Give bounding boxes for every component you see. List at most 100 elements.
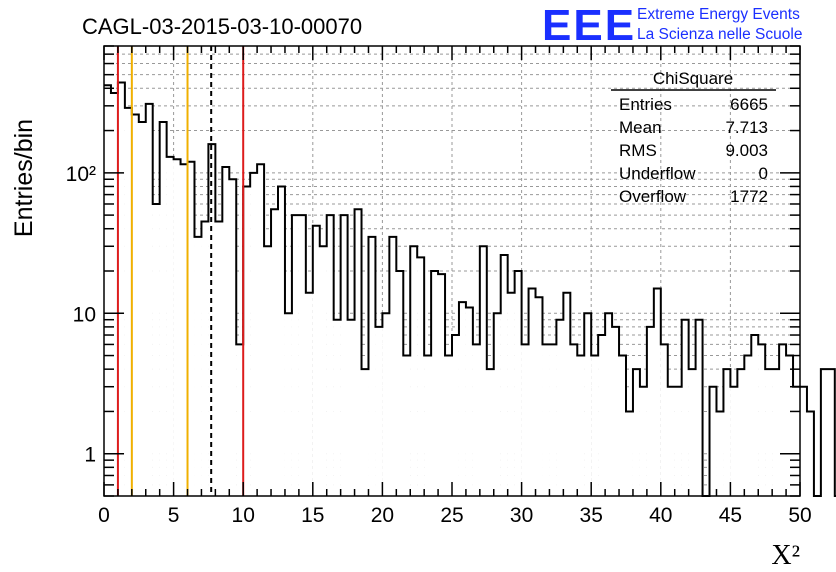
histogram-bar	[681, 319, 689, 496]
histogram-bar	[375, 326, 383, 496]
histogram-bar	[187, 161, 195, 496]
histogram-bar	[194, 236, 202, 497]
histogram-bar	[403, 355, 411, 496]
histogram-bar	[584, 313, 592, 496]
histogram-bar	[744, 355, 752, 496]
stats-box: ChiSquare Entries 6665 Mean 7.713 RMS 9.003 Un…	[611, 69, 776, 206]
histogram-bar	[535, 297, 543, 496]
histogram-bar	[716, 411, 724, 496]
x-tick-label: 10	[232, 504, 255, 527]
histogram-bar	[598, 335, 606, 496]
histogram-bar	[215, 221, 223, 496]
histogram-bar	[222, 167, 230, 496]
histogram-bar	[180, 164, 188, 496]
histogram-bar	[486, 369, 494, 496]
stats-label: RMS	[619, 141, 657, 160]
histogram-bar	[264, 246, 272, 496]
histogram-bar	[131, 114, 139, 497]
x-tick-label: 50	[788, 504, 811, 527]
histogram-bar	[688, 369, 696, 496]
histogram-bar	[396, 271, 404, 496]
histogram-bar	[793, 386, 800, 496]
histogram-bar	[591, 355, 599, 496]
histogram-bar	[514, 271, 522, 496]
histogram-bar	[110, 93, 118, 496]
stats-label: Underflow	[619, 164, 696, 183]
histogram-bar	[806, 411, 814, 496]
histogram-bar	[772, 369, 780, 496]
histogram-bar	[284, 313, 292, 496]
histogram-bar	[626, 411, 633, 496]
histogram-bar	[737, 369, 745, 496]
histogram-bar	[424, 355, 432, 496]
stats-value: 9.003	[725, 141, 768, 160]
x-tick-label: 0	[98, 504, 110, 527]
x-tick-label: 45	[719, 504, 742, 527]
histogram-bar	[117, 82, 125, 497]
x-tick-label: 30	[510, 504, 533, 527]
histogram-bar	[758, 344, 766, 496]
histogram-bar	[528, 288, 536, 496]
histogram-bar	[493, 313, 501, 496]
stats-rows: Entries 6665 Mean 7.713 RMS 9.003 Underflow 0 Ov…	[619, 95, 768, 206]
histogram-bar	[556, 319, 564, 496]
x-tick-labels: 0 5 10 15 20 25 30 35 40 45 50	[98, 504, 812, 527]
histogram-bar	[417, 257, 425, 496]
histogram-bar	[166, 156, 174, 496]
stats-value: 1772	[730, 187, 768, 206]
histogram-bars	[104, 82, 835, 497]
histogram-bar	[639, 386, 647, 496]
histogram-bar	[159, 122, 167, 497]
stats-value: 0	[759, 164, 768, 183]
x-tick-label: 5	[168, 504, 180, 527]
marker-lines	[116, 46, 245, 496]
histogram-bar	[278, 186, 285, 496]
histogram-bar	[674, 386, 682, 496]
histogram-bar	[305, 292, 313, 496]
histogram-bar	[138, 122, 146, 497]
histogram-bar	[257, 164, 265, 496]
histogram-bar	[361, 369, 369, 496]
y-tick-label: 10²	[66, 163, 96, 186]
y-tick-labels: 1 10 10²	[66, 163, 96, 467]
histogram-bar	[229, 179, 237, 496]
histogram-bar	[723, 369, 731, 496]
stats-label: Mean	[619, 118, 662, 137]
histogram-bar	[250, 172, 258, 496]
histogram-bar	[577, 355, 585, 496]
axis-ticks	[103, 45, 801, 497]
histogram-bar	[368, 236, 376, 497]
histogram-bar	[667, 386, 675, 496]
histogram-bar	[472, 344, 480, 496]
histogram-bar	[542, 344, 550, 496]
histogram-bar	[201, 221, 209, 496]
stats-label: Entries	[619, 95, 672, 114]
histogram-bar	[479, 246, 487, 496]
histogram-bar	[236, 344, 244, 496]
x-tick-label: 40	[649, 504, 672, 527]
histogram-bar	[800, 386, 807, 496]
histogram-bar	[145, 103, 153, 497]
eee-logo-mark: EEE	[542, 1, 636, 50]
histogram-bar	[326, 215, 334, 497]
histogram-bar	[570, 344, 578, 496]
stats-title: ChiSquare	[653, 69, 733, 88]
x-tick-label: 25	[440, 504, 463, 527]
stats-value: 7.713	[725, 118, 768, 137]
histogram-bar	[709, 386, 717, 496]
histogram-bar	[500, 254, 508, 496]
histogram-bar	[653, 288, 661, 496]
x-axis-title: X²	[771, 540, 800, 571]
histogram-bar	[820, 369, 828, 496]
histogram-outline	[104, 81, 836, 497]
histogram-bar	[410, 246, 418, 496]
histogram-bar	[786, 355, 794, 496]
logo-line-1: Extreme Energy Events	[637, 6, 800, 23]
histogram-bar	[465, 307, 473, 496]
histogram-bar	[340, 215, 348, 497]
stats-value: 6665	[730, 95, 768, 114]
histogram-bar	[152, 203, 160, 497]
histogram-bar	[563, 292, 571, 496]
histogram-bar	[382, 313, 390, 496]
histogram-bar	[104, 85, 111, 496]
